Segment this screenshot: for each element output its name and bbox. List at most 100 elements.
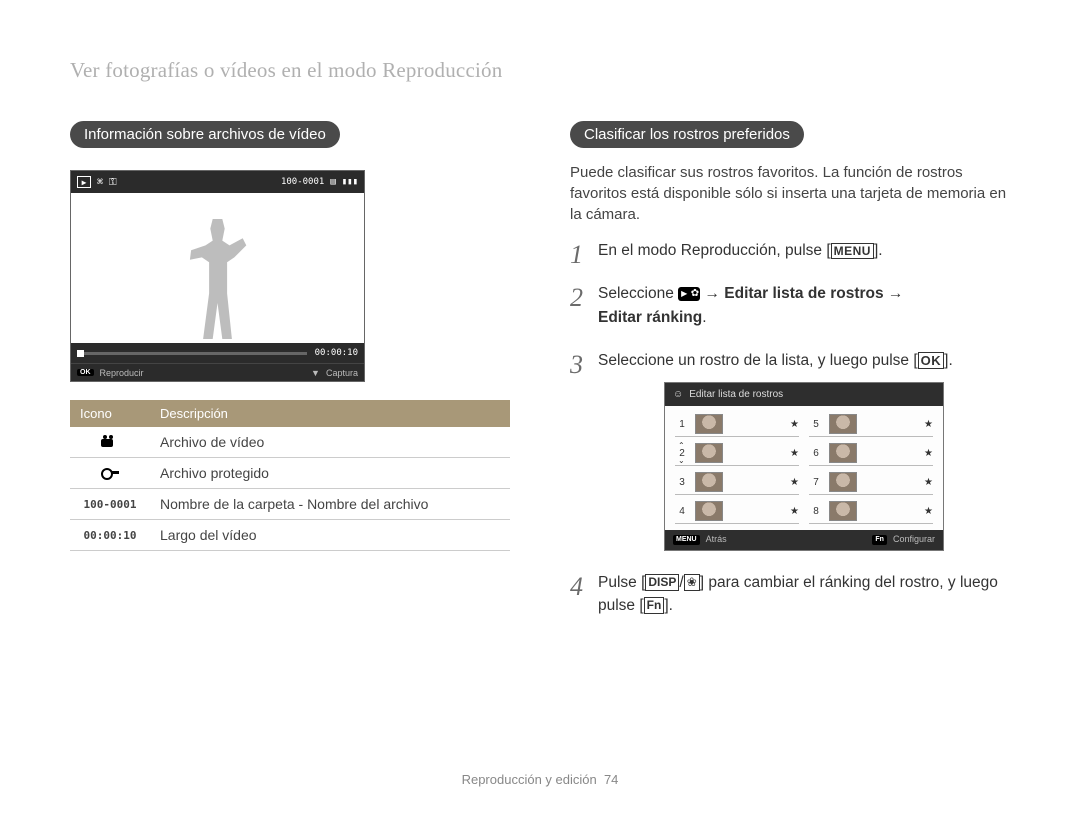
video-time-label: 00:00:10 [315,348,358,358]
face-thumbnail [695,414,723,434]
video-preview-topbar: ▶ ⌘ ⚿ 100-0001 ▤ ▮▮▮ [71,171,364,193]
step4-text-a: Pulse [ [598,574,645,591]
face-rank-number: 8 [809,504,823,519]
th-icon: Icono [70,400,150,427]
face-list-screen: ☺ Editar lista de rostros 1★5★2★6★3★7★4★… [664,382,944,551]
footer-page-number: 74 [604,772,618,787]
face-rank-number: 1 [675,417,689,432]
face-grid: 1★5★2★6★3★7★4★8★ [665,406,943,530]
play-hint-label: Reproducir [100,368,144,378]
icon-cell [70,427,150,458]
step1-text-b: ]. [874,242,883,259]
step2-text-a: Seleccione [598,285,678,302]
key-small-icon: ⚿ [109,177,117,188]
silhouette-figure [188,219,248,339]
section-pill-faces: Clasificar los rostros preferidos [570,121,804,148]
steps-list: 1 En el modo Reproducción, pulse [MENU].… [570,239,1010,617]
face-row: 5★ [809,412,933,437]
desc-cell: Archivo de vídeo [150,427,510,458]
step3-text-a: Seleccione un rostro de la lista, y lueg… [598,352,918,369]
step-number: 3 [570,345,583,384]
face-row: 2★ [675,441,799,466]
down-hint-icon: ▼ [311,368,320,378]
table-row: Archivo protegido [70,458,510,489]
star-icon: ★ [790,417,799,432]
video-progress-bar: 00:00:10 [71,343,364,363]
key-icon [101,467,119,477]
ok-button-label: OK [918,352,945,370]
star-icon: ★ [924,417,933,432]
face-row: 4★ [675,499,799,524]
face-rank-number: 7 [809,475,823,490]
face-rank-number: 2 [675,446,689,461]
capture-hint-label: Captura [326,368,358,378]
step4-text-c: ]. [664,597,673,614]
right-column: Clasificar los rostros preferidos Puede … [570,121,1010,637]
star-icon: ★ [790,446,799,461]
fn-button-label: Fn [644,597,665,613]
video-preview-bottombar: OK Reproducir ▼ Captura [71,363,364,381]
face-thumbnail [695,443,723,463]
battery-icon: ▮▮▮ [342,177,358,187]
face-screen-title-bar: ☺ Editar lista de rostros [665,383,943,406]
step-4: 4 Pulse [DISP/❀] para cambiar el ránking… [570,571,1010,618]
play-mode-icon: ▶ [77,176,91,188]
face-screen-title: Editar lista de rostros [689,387,783,402]
menu-button-label: MENU [831,243,874,259]
video-preview-mock: ▶ ⌘ ⚿ 100-0001 ▤ ▮▮▮ 00:00:10 OK [70,170,365,382]
icon-cell: 100-0001 [70,489,150,520]
step1-text-a: En el modo Reproducción, pulse [ [598,242,831,259]
face-thumbnail [829,472,857,492]
star-icon: ★ [790,475,799,490]
intro-text: Puede clasificar sus rostros favoritos. … [570,162,1010,225]
table-row: 00:00:10Largo del vídeo [70,520,510,551]
page-footer: Reproducción y edición 74 [0,772,1080,787]
face-row: 7★ [809,470,933,495]
face-thumbnail [829,414,857,434]
face-rank-number: 3 [675,475,689,490]
face-thumbnail [829,443,857,463]
th-desc: Descripción [150,400,510,427]
camcorder-icon [101,435,119,447]
face-rank-number: 4 [675,504,689,519]
menu-hint-icon: MENU [673,535,700,546]
face-rank-number: 6 [809,446,823,461]
step-number: 4 [570,567,583,606]
table-row: 100-0001Nombre de la carpeta - Nombre de… [70,489,510,520]
macro-flower-icon: ❀ [684,574,700,590]
step-2: 2 Seleccione → Editar lista de rostros →… [570,282,1010,329]
fn-hint-icon: Fn [872,535,887,546]
two-column-layout: Información sobre archivos de vídeo ▶ ⌘ … [70,121,1010,637]
star-icon: ★ [790,504,799,519]
star-icon: ★ [924,446,933,461]
progress-track [77,352,307,355]
folder-file-label: 100-0001 [281,177,324,187]
desc-cell: Largo del vídeo [150,520,510,551]
face-thumbnail [695,472,723,492]
face-screen-bottom: MENU Atrás Fn Configurar [665,530,943,550]
step-3: 3 Seleccione un rostro de la lista, y lu… [570,349,1010,551]
back-label: Atrás [706,533,727,547]
settings-chip-icon [678,287,700,301]
face-row: 6★ [809,441,933,466]
face-row: 3★ [675,470,799,495]
storage-icon: ▤ [330,177,335,187]
desc-cell: Nombre de la carpeta - Nombre del archiv… [150,489,510,520]
step2-end: . [702,309,706,326]
ok-hint-icon: OK [77,369,94,376]
step-number: 2 [570,278,583,317]
face-row: 8★ [809,499,933,524]
left-column: Información sobre archivos de vídeo ▶ ⌘ … [70,121,510,637]
step2-arrow2: → [884,285,904,302]
face-thumbnail [695,501,723,521]
footer-section: Reproducción y edición [462,772,597,787]
step2-bold2: Editar ránking [598,309,702,326]
disp-button-label: DISP [645,574,679,590]
icon-cell [70,458,150,489]
face-rank-number: 5 [809,417,823,432]
step-1: 1 En el modo Reproducción, pulse [MENU]. [570,239,1010,262]
step-number: 1 [570,235,583,274]
table-row: Archivo de vídeo [70,427,510,458]
configure-label: Configurar [893,533,935,547]
section-pill-video-info: Información sobre archivos de vídeo [70,121,340,148]
